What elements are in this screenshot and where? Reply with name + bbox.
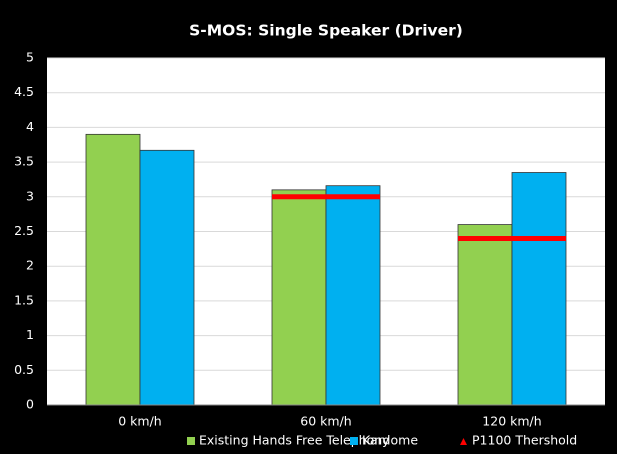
y-tick-label: 3 bbox=[26, 188, 34, 203]
y-tick-label: 0.5 bbox=[14, 362, 34, 377]
chart-title: S-MOS: Single Speaker (Driver) bbox=[189, 22, 463, 40]
bar bbox=[85, 133, 141, 406]
bar bbox=[325, 185, 381, 406]
legend-label: Kardome bbox=[362, 433, 418, 448]
x-tick-label: 0 km/h bbox=[118, 414, 161, 429]
y-tick-label: 3.5 bbox=[14, 154, 34, 169]
legend-marker bbox=[460, 438, 467, 445]
bar bbox=[457, 224, 513, 406]
y-tick-label: 4.5 bbox=[14, 84, 34, 99]
legend-label: Existing Hands Free Telephony bbox=[199, 433, 390, 448]
y-tick-label: 4 bbox=[26, 119, 34, 134]
bar bbox=[271, 189, 327, 406]
legend-marker bbox=[350, 437, 358, 445]
bar bbox=[511, 172, 567, 406]
x-tick-label: 60 km/h bbox=[300, 414, 351, 429]
y-tick-label: 0 bbox=[26, 397, 34, 412]
y-tick-label: 1 bbox=[26, 327, 34, 342]
x-tick-label: 120 km/h bbox=[482, 414, 541, 429]
legend-label: P1100 Thershold bbox=[472, 433, 577, 448]
legend-marker bbox=[187, 437, 195, 445]
y-tick-label: 1.5 bbox=[14, 292, 34, 307]
y-tick-label: 2.5 bbox=[14, 223, 34, 238]
bar bbox=[139, 149, 195, 406]
y-tick-label: 2 bbox=[26, 258, 34, 273]
y-tick-label: 5 bbox=[26, 50, 34, 65]
